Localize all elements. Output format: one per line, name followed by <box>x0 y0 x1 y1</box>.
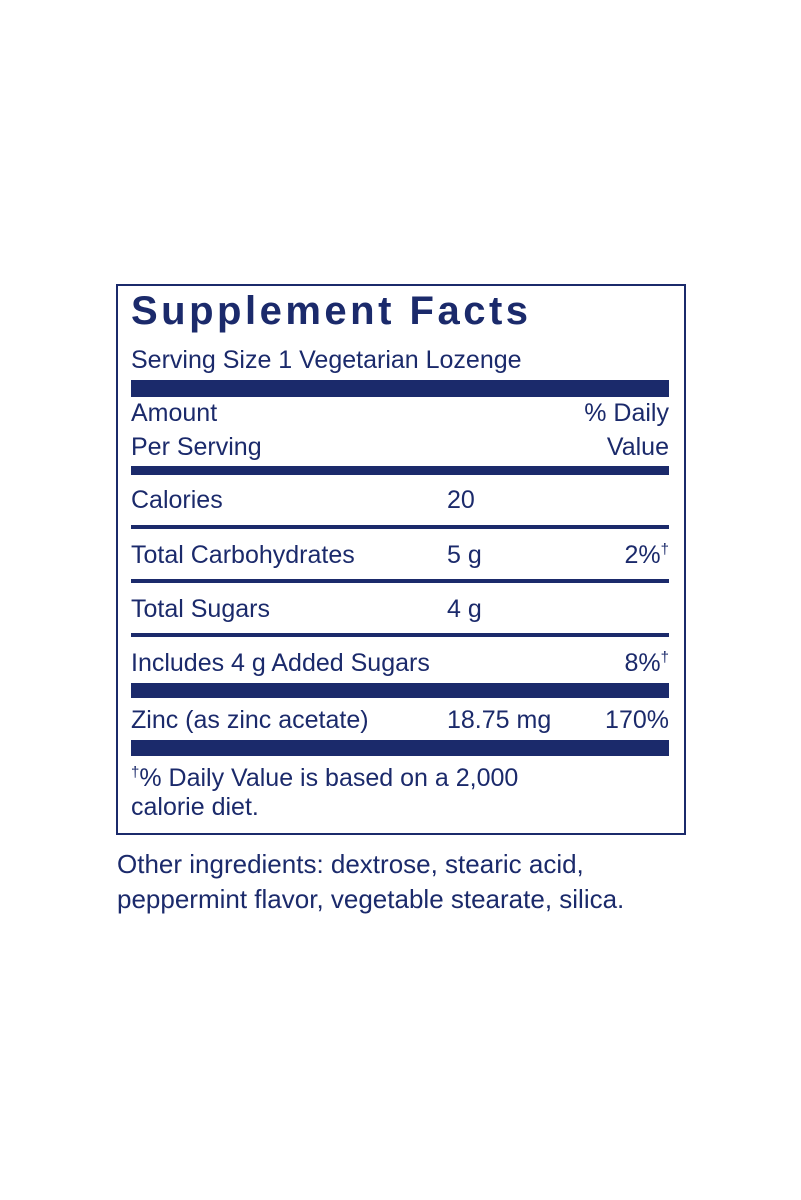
footnote-text: calorie diet. <box>131 793 259 821</box>
nutrient-name: Calories <box>131 486 223 514</box>
dv-mark: † <box>660 541 669 558</box>
nutrient-name: Total Carbohydrates <box>131 541 355 569</box>
dv: 8% <box>624 649 661 677</box>
divider <box>131 683 669 698</box>
nutrient-dv: 8%† <box>624 649 669 677</box>
footnote: †% Daily Value is based on a 2,000 <box>131 764 519 792</box>
nutrient-name: Total Sugars <box>131 595 270 623</box>
header-dv: % Daily <box>584 399 669 427</box>
title: Supplement Facts <box>131 289 532 333</box>
header-amount: Per Serving <box>131 433 262 461</box>
serving-size: Serving Size 1 Vegetarian Lozenge <box>131 346 522 374</box>
dv: 2% <box>624 541 661 569</box>
divider <box>131 740 669 756</box>
nutrient-amount: 18.75 mg <box>447 706 552 734</box>
header-dv: Value <box>606 433 669 461</box>
divider <box>131 633 669 637</box>
footnote-mark: † <box>131 764 140 781</box>
divider <box>131 380 669 397</box>
nutrient-dv: 170% <box>605 706 669 734</box>
nutrient-name: Zinc (as zinc acetate) <box>131 706 369 734</box>
divider <box>131 466 669 475</box>
nutrient-dv: 2%† <box>624 541 669 569</box>
divider <box>131 525 669 529</box>
facts-box <box>116 284 686 835</box>
other-ingredients: peppermint flavor, vegetable stearate, s… <box>117 884 625 914</box>
footnote-text: % Daily Value is based on a 2,000 <box>139 764 519 792</box>
divider <box>131 579 669 583</box>
nutrient-amount: 20 <box>447 486 475 514</box>
header-amount: Amount <box>131 399 218 427</box>
nutrient-amount: 5 g <box>447 541 482 569</box>
dv-mark: † <box>660 649 669 666</box>
nutrient-name: Includes 4 g Added Sugars <box>131 649 430 677</box>
nutrient-amount: 4 g <box>447 595 482 623</box>
other-ingredients: Other ingredients: dextrose, stearic aci… <box>117 849 584 879</box>
